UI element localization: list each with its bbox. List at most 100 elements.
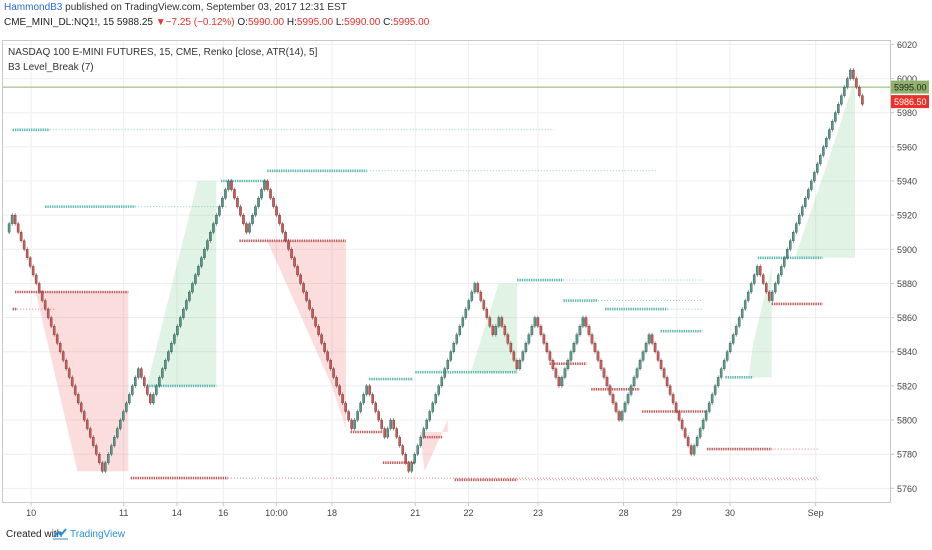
brick-down [233, 189, 236, 199]
level-lines [12, 128, 823, 482]
publish-info: HammondB3 published on TradingView.com, … [4, 2, 347, 13]
brick-down [767, 291, 771, 301]
price-labels: 5995.00 5986.50 [891, 80, 929, 109]
brick-up [155, 385, 158, 395]
brick-up [746, 291, 750, 301]
brick-down [476, 283, 480, 293]
brick-down [335, 377, 338, 387]
brick-down [587, 325, 591, 335]
brick-up [419, 436, 423, 446]
brick-down [43, 300, 47, 310]
renko-chart[interactable]: 5760 5780 5800 5820 5840 5860 5880 5900 5920 5940… [0, 34, 932, 520]
price-change: −7.25 (−0.12%) [165, 17, 235, 28]
brick-up [257, 197, 260, 207]
brick-down [317, 325, 320, 335]
brick-down [605, 377, 609, 387]
author-link[interactable]: HammondB3 [4, 2, 63, 13]
brick-down [296, 266, 299, 276]
brick-up [227, 180, 230, 190]
brick-down [332, 368, 335, 378]
brick-down [91, 436, 95, 446]
brick-up [725, 351, 729, 361]
brick-up [206, 240, 209, 250]
brick-down [557, 377, 561, 387]
high-label: H: [286, 17, 297, 28]
bear-zone [419, 420, 448, 472]
y-tick-label: 5900 [897, 245, 917, 255]
brick-down [341, 394, 344, 404]
brick-up [704, 411, 708, 421]
brick-up [428, 411, 432, 421]
brick-up [810, 180, 813, 190]
x-tick-label: 30 [725, 508, 735, 518]
brick-down [680, 419, 684, 429]
brick-up [464, 308, 468, 318]
brick-up [467, 300, 471, 310]
brick-up [722, 360, 726, 369]
brick-down [236, 197, 239, 207]
brick-down [290, 249, 293, 258]
brick-up [455, 334, 459, 344]
y-tick-label: 5860 [897, 313, 917, 323]
time-axis[interactable]: 10 11 14 16 10:00 18 21 22 23 28 29 30 Sep [26, 502, 824, 518]
brick-down [19, 232, 23, 241]
brick-up [647, 334, 651, 344]
brick-down [67, 368, 71, 378]
brick-up [524, 343, 528, 352]
brick-up [260, 189, 263, 199]
down-arrow-icon: ▼ [155, 17, 166, 28]
brick-up [581, 317, 585, 327]
brick-down [677, 411, 681, 421]
brick-down [293, 257, 296, 267]
brick-up [212, 223, 215, 233]
brick-up [521, 351, 525, 361]
open-label: O: [237, 17, 248, 28]
brick-up [359, 402, 362, 412]
brick-down [536, 317, 540, 327]
brick-up [743, 300, 747, 310]
price-axis[interactable]: 5760 5780 5800 5820 5840 5860 5880 5900 5920 5940… [890, 40, 917, 494]
brick-up [773, 283, 777, 293]
brick-down [479, 291, 483, 301]
brick-up [443, 368, 447, 378]
brick-up [620, 411, 624, 421]
brick-down [599, 360, 603, 369]
brick-down [671, 394, 675, 404]
brick-up [497, 317, 501, 327]
brick-up [785, 249, 789, 258]
brick-up [755, 266, 759, 276]
brick-down [311, 308, 314, 318]
brick-down [275, 206, 278, 216]
brick-down [61, 351, 65, 361]
brick-down [76, 394, 80, 404]
brick-down [82, 411, 86, 421]
x-tick-label: 23 [533, 508, 543, 518]
brick-up [103, 462, 107, 472]
brick-down [140, 368, 143, 378]
brick-up [822, 146, 825, 156]
brick-up [188, 291, 191, 301]
brick-up [518, 360, 522, 369]
x-tick-label: 10 [26, 508, 36, 518]
brick-down [861, 95, 864, 105]
open-value: 5990.00 [247, 17, 285, 28]
brick-down [503, 325, 507, 335]
x-tick-label: 22 [464, 508, 474, 518]
brick-down [239, 206, 242, 216]
brick-down [662, 368, 666, 378]
tradingview-brand[interactable]: TradingView [70, 529, 126, 540]
brick-up [719, 368, 723, 378]
brick-up [434, 394, 438, 404]
brick-up [644, 343, 648, 352]
price-label-box [891, 80, 929, 94]
brick-down [596, 351, 600, 361]
brick-up [191, 283, 194, 293]
brick-up [158, 377, 161, 387]
brick-up [152, 394, 155, 404]
brick-down [350, 419, 353, 429]
brick-down [374, 402, 377, 412]
brick-down [485, 308, 489, 318]
brick-down [314, 317, 317, 327]
y-tick-label: 5760 [897, 484, 917, 494]
brick-up [728, 343, 732, 352]
